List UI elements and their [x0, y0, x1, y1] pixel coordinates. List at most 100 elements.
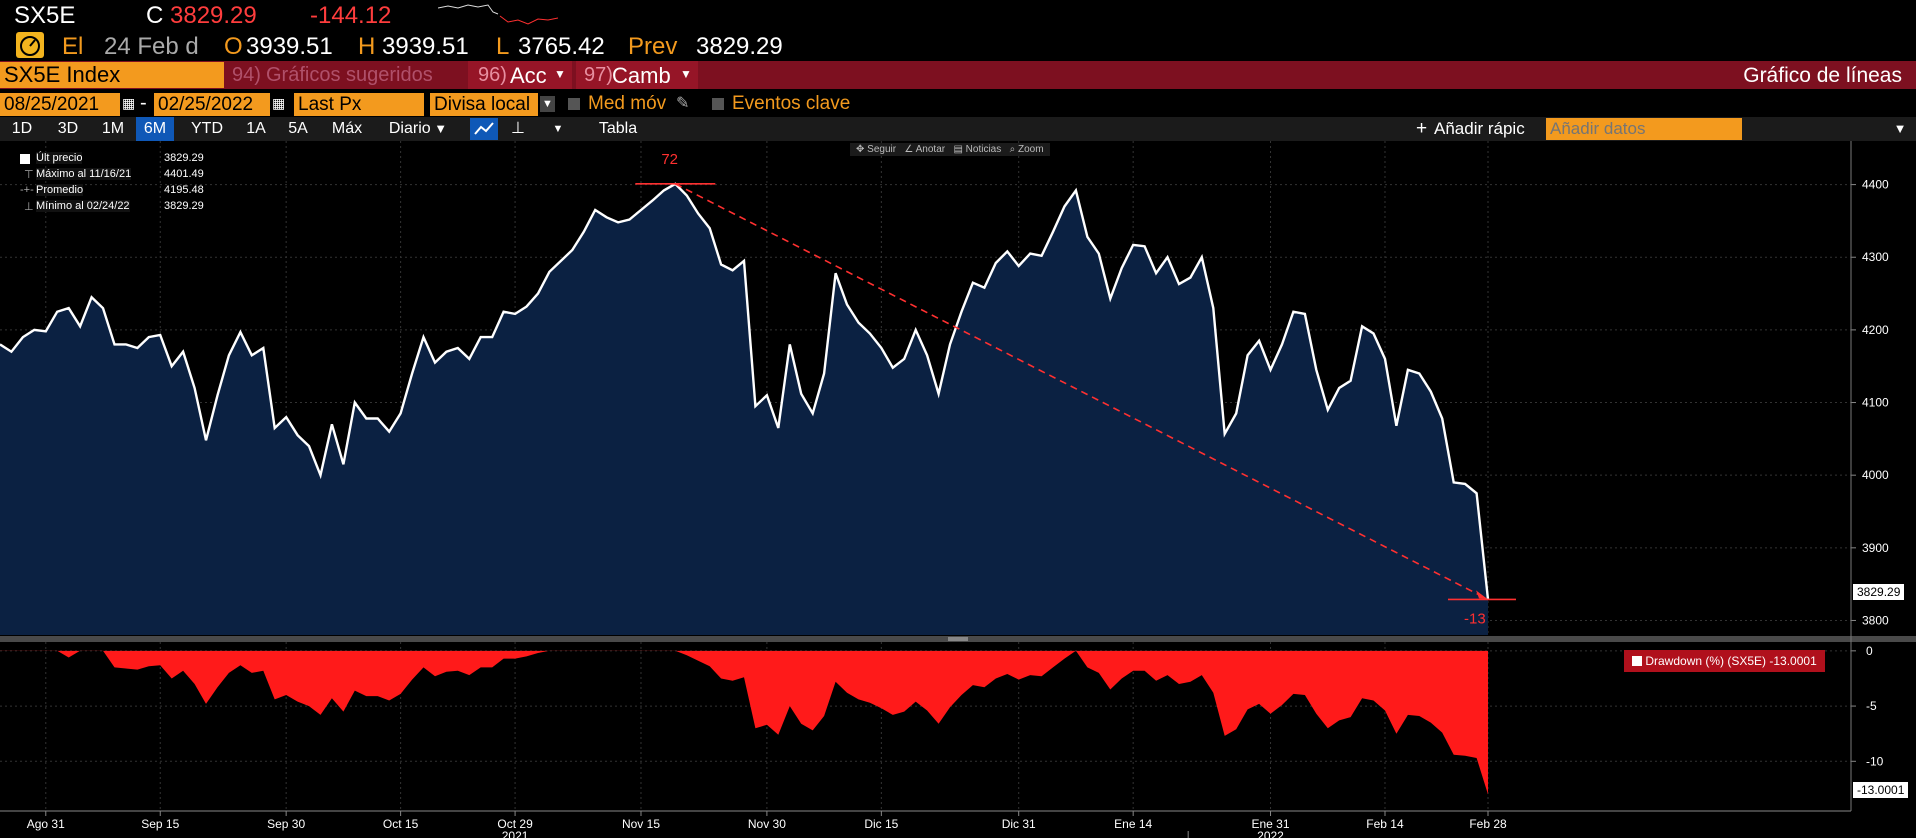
legend-value: 4401.49	[164, 168, 204, 180]
low-label: L	[496, 33, 510, 60]
legend-item[interactable]: ⊤ Máximo al 11/16/21 4401.49	[10, 168, 216, 184]
table-button[interactable]: Tabla	[598, 120, 638, 137]
y-tick-label: 3800	[1862, 613, 1889, 627]
legend-swatch	[1632, 656, 1642, 666]
zoom-tool[interactable]: ⌕ Zoom	[1009, 144, 1044, 155]
annotation-start-label: 72	[661, 151, 678, 168]
y-tick-label: -10	[1866, 754, 1884, 768]
price-line	[0, 182, 1490, 600]
legend-item[interactable]: -+- Promedio 4195.48	[10, 184, 216, 200]
legend-label: Promedio	[36, 184, 84, 196]
gauge-icon[interactable]	[16, 32, 44, 58]
close-price: 3829.29	[170, 2, 257, 29]
frequency-select[interactable]: Diario ▼	[378, 117, 458, 141]
tab-ytd[interactable]: YTD	[191, 120, 223, 137]
function-toolbar: SX5E Index 94) Gráficos sugeridos 96) Ac…	[0, 61, 1916, 89]
drawdown-area	[0, 650, 1488, 795]
change-label: Camb	[612, 63, 671, 88]
high-value: 3939.51	[382, 33, 469, 60]
plus-icon[interactable]: +	[1416, 118, 1428, 139]
annotation-end-label: -13	[1464, 610, 1486, 627]
drawdown-legend[interactable]: Drawdown (%) (SX5E) -13.0001	[1624, 650, 1825, 672]
chart-tools: ✥ Seguir ∠ Anotar ▤ Noticias ⌕ Zoom	[850, 143, 1050, 156]
actions-menu[interactable]: 96) Acc ▼	[468, 61, 572, 89]
x-tick-label: Sep 15	[141, 817, 179, 831]
legend-value: 4195.48	[164, 184, 204, 196]
price-legend: Últ precio 3829.29 ⊤ Máximo al 11/16/21 …	[10, 152, 216, 216]
chevron-down-icon[interactable]: ▼	[540, 96, 555, 112]
y-tick-label: -5	[1866, 699, 1877, 713]
actions-label: Acc	[510, 63, 547, 88]
legend-item[interactable]: Últ precio 3829.29	[10, 152, 216, 168]
end-date-field[interactable]: 02/25/2022	[154, 93, 270, 116]
calendar-icon[interactable]: ▦	[122, 95, 136, 111]
legend-label: Últ precio	[36, 152, 83, 164]
news-tool[interactable]: ▤ Noticias	[953, 144, 1002, 155]
y-tick-label: 4000	[1862, 468, 1889, 482]
x-tick-label: Oct 15	[383, 817, 419, 831]
currency-select[interactable]: Divisa local	[430, 93, 538, 116]
high-label: H	[358, 33, 376, 60]
start-date-field[interactable]: 08/25/2021	[0, 93, 120, 116]
quote-date: 24 Feb d	[104, 33, 199, 60]
add-data-input[interactable]	[1546, 118, 1742, 140]
tab-3d[interactable]: 3D	[57, 120, 79, 137]
open-value: 3939.51	[246, 33, 333, 60]
divider-handle[interactable]	[948, 637, 968, 641]
legend-value: 3829.29	[164, 200, 204, 212]
y-tick-label: 3900	[1862, 541, 1889, 555]
x-tick-label: Ago 31	[27, 817, 65, 831]
change-num: 97)	[584, 64, 613, 86]
calendar-icon[interactable]: ▦	[272, 95, 286, 111]
security-field[interactable]: SX5E Index	[0, 62, 224, 88]
tab-1m[interactable]: 1M	[101, 120, 125, 137]
field-select[interactable]: Last Px	[294, 93, 424, 116]
add-quick-button[interactable]: Añadir rápic	[1434, 119, 1525, 138]
bar-chart-icon[interactable]: ⊥	[511, 120, 525, 137]
min-marker-icon: ⊥	[24, 201, 34, 213]
price-chart[interactable]: 72 -13 3800 3900 4000 4100 4200 4300 4400 0 -5 -1…	[0, 141, 1916, 838]
y-tick-label: 4100	[1862, 396, 1889, 410]
date-separator: -	[140, 92, 147, 114]
x-tick-label: Ene 14	[1114, 817, 1152, 831]
tab-6m[interactable]: 6M	[136, 117, 174, 141]
moving-avg-label: Med móv	[588, 93, 667, 114]
annotate-tool[interactable]: ∠ Anotar	[904, 144, 946, 155]
tab-max[interactable]: Máx	[331, 120, 363, 137]
suggested-charts-button[interactable]: Gráficos sugeridos	[266, 64, 433, 86]
max-marker-icon: ⊤	[24, 169, 34, 181]
last-price-label: 3829.29	[1853, 584, 1905, 600]
actions-num: 96)	[478, 64, 507, 86]
legend-label: Máximo al 11/16/21	[36, 168, 132, 180]
change-menu[interactable]: 97) Camb ▼	[576, 61, 698, 89]
selectors-row: 08/25/2021 ▦ - 02/25/2022 ▦ Last Px Divi…	[0, 92, 1916, 117]
suggested-num: 94)	[232, 64, 261, 86]
y-tick-label: 4300	[1862, 250, 1889, 264]
moving-avg-checkbox[interactable]	[568, 98, 580, 110]
legend-item[interactable]: ⊥ Mínimo al 02/24/22 3829.29	[10, 200, 216, 216]
chevron-down-icon[interactable]: ▼	[552, 123, 564, 135]
price-area	[0, 183, 1488, 635]
pencil-icon[interactable]: ✎	[676, 95, 690, 112]
y-tick-label: 0	[1866, 644, 1873, 658]
average-marker-icon: -+-	[20, 184, 34, 196]
legend-swatch	[20, 154, 30, 164]
tab-1a[interactable]: 1A	[246, 120, 266, 137]
chevron-down-icon: ▼	[430, 121, 448, 136]
chevron-down-icon[interactable]: ▼	[1893, 121, 1907, 136]
prev-value: 3829.29	[696, 33, 783, 60]
arrow-head	[1476, 590, 1488, 600]
key-events-label: Eventos clave	[732, 93, 851, 114]
tab-5a[interactable]: 5A	[288, 120, 308, 137]
x-tick-label: Dic 15	[864, 817, 898, 831]
legend-label: Mínimo al 02/24/22	[36, 200, 130, 212]
sparkline-icon	[438, 4, 558, 25]
ohlc-row: El 24 Feb d O 3939.51 H 3939.51 L 3765.4…	[0, 30, 1916, 60]
key-events-checkbox[interactable]	[712, 98, 724, 110]
chevron-down-icon: ▼	[680, 67, 692, 81]
line-chart-icon[interactable]	[470, 118, 498, 140]
tab-1d[interactable]: 1D	[11, 120, 33, 137]
chart-type-title: Gráfico de líneas	[1743, 64, 1902, 87]
follow-tool[interactable]: ✥ Seguir	[856, 144, 897, 155]
x-tick-label: Nov 30	[748, 817, 786, 831]
